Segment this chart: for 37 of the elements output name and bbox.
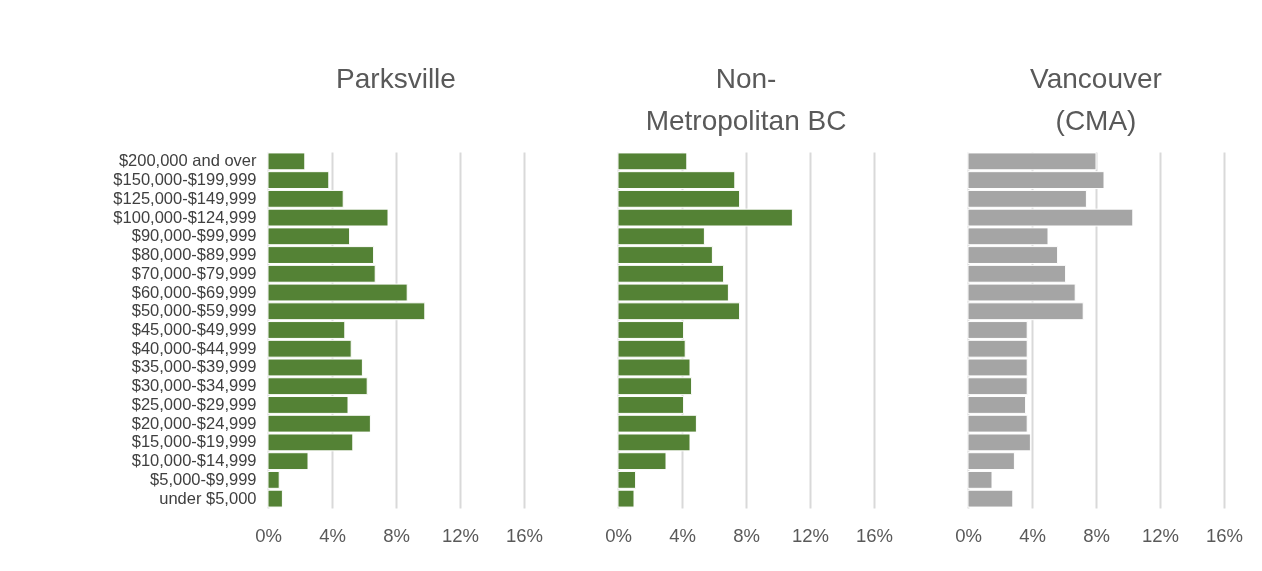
y-tick-label: $60,000-$69,999: [131, 282, 257, 301]
x-tick-label: 0%: [605, 524, 632, 546]
x-tick-label: 16%: [505, 524, 544, 546]
chart-title: Parksville: [336, 63, 456, 94]
x-tick-label: 8%: [733, 524, 760, 546]
x-tick-label: 8%: [383, 524, 410, 546]
y-tick-label: under $5,000: [159, 488, 257, 507]
x-tick-label: 16%: [855, 524, 894, 546]
x-tick-label: 12%: [441, 524, 480, 546]
x-tick-label: 4%: [669, 524, 696, 546]
y-tick-label: $5,000-$9,999: [150, 469, 257, 488]
x-tick-label: 8%: [1083, 524, 1110, 546]
x-tick-label: 4%: [1019, 524, 1046, 546]
y-tick-label: $100,000-$124,999: [113, 207, 257, 226]
y-tick-label: $125,000-$149,999: [113, 188, 257, 207]
x-tick-label: 16%: [1205, 524, 1244, 546]
x-tick-label: 4%: [319, 524, 346, 546]
x-tick-label: 0%: [955, 524, 982, 546]
chart-title: Non-Metropolitan BC: [645, 63, 847, 136]
y-tick-label: $10,000-$14,999: [131, 451, 257, 470]
y-tick-label: $40,000-$44,999: [131, 338, 257, 357]
y-tick-label: $80,000-$89,999: [131, 245, 257, 264]
x-tick-label: 0%: [255, 524, 282, 546]
y-tick-label: $30,000-$34,999: [131, 376, 257, 395]
chart-title: Vancouver (CMA): [1030, 63, 1162, 136]
y-tick-label: $90,000-$99,999: [131, 226, 257, 245]
x-tick-label: 12%: [791, 524, 830, 546]
y-tick-label: $20,000-$24,999: [131, 413, 257, 432]
y-tick-label: $25,000-$29,999: [131, 394, 257, 413]
y-tick-label: $50,000-$59,999: [131, 301, 257, 320]
y-tick-label: $200,000 and over: [118, 151, 257, 170]
y-tick-label: $15,000-$19,999: [131, 432, 257, 451]
y-tick-label: $70,000-$79,999: [131, 263, 257, 282]
y-tick-label: $35,000-$39,999: [131, 357, 257, 376]
y-tick-label: $45,000-$49,999: [131, 320, 257, 338]
y-tick-label: $150,000-$199,999: [113, 170, 257, 189]
x-tick-label: 12%: [1141, 524, 1180, 546]
